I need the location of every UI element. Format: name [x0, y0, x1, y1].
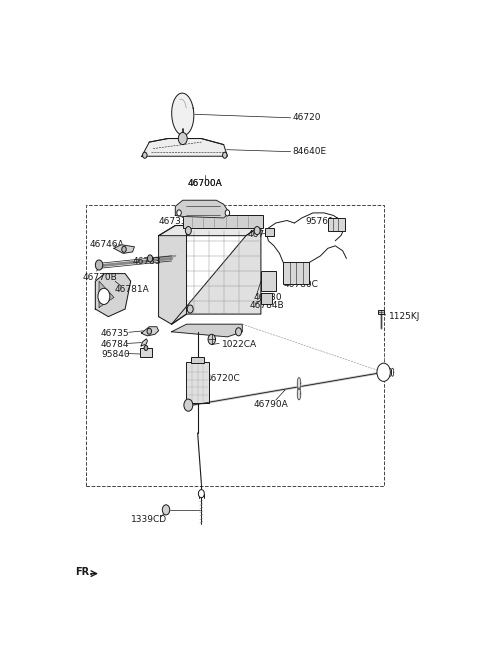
Polygon shape: [142, 139, 228, 156]
Circle shape: [223, 152, 227, 158]
Circle shape: [187, 305, 193, 313]
Polygon shape: [99, 281, 114, 307]
Polygon shape: [172, 93, 194, 135]
Bar: [191, 357, 204, 363]
Bar: [283, 263, 309, 284]
Polygon shape: [158, 225, 261, 236]
Circle shape: [225, 210, 229, 216]
Text: 46784B: 46784B: [250, 301, 284, 310]
Bar: [186, 362, 209, 403]
Text: 1022CA: 1022CA: [222, 340, 257, 349]
Text: 46770B: 46770B: [83, 273, 117, 282]
Polygon shape: [114, 245, 134, 254]
Circle shape: [254, 227, 260, 235]
Polygon shape: [172, 324, 242, 337]
Circle shape: [236, 328, 241, 336]
Circle shape: [177, 210, 181, 216]
Circle shape: [184, 399, 193, 411]
Text: A: A: [102, 294, 106, 300]
Text: 46746A: 46746A: [90, 240, 124, 249]
Polygon shape: [175, 200, 229, 218]
Polygon shape: [141, 327, 158, 336]
Text: 95761A: 95761A: [305, 217, 340, 226]
Text: FR.: FR.: [75, 567, 93, 577]
Text: 46780C: 46780C: [283, 280, 318, 288]
Text: 1125KJ: 1125KJ: [389, 312, 420, 321]
Bar: [261, 271, 276, 291]
Circle shape: [98, 288, 110, 304]
Bar: [264, 227, 274, 236]
Bar: [328, 218, 345, 231]
Text: 46720C: 46720C: [205, 374, 240, 383]
Circle shape: [185, 227, 192, 235]
Circle shape: [377, 363, 390, 381]
Polygon shape: [158, 225, 186, 324]
Polygon shape: [96, 273, 131, 317]
Polygon shape: [297, 388, 301, 400]
Text: 46720: 46720: [292, 113, 321, 122]
Text: 46730: 46730: [253, 293, 282, 302]
Text: 46784: 46784: [101, 340, 130, 349]
Text: 46700A: 46700A: [188, 179, 222, 188]
Text: A: A: [381, 368, 386, 376]
Bar: [378, 309, 384, 314]
Text: 46733G: 46733G: [158, 217, 194, 226]
Text: 46718: 46718: [248, 230, 276, 238]
Bar: [261, 293, 272, 304]
Polygon shape: [297, 378, 301, 390]
Text: 46700A: 46700A: [188, 179, 222, 188]
Circle shape: [143, 152, 147, 158]
Circle shape: [147, 255, 153, 262]
Text: 95840: 95840: [101, 350, 130, 359]
Text: 46781A: 46781A: [115, 284, 150, 294]
Bar: [183, 215, 263, 228]
Circle shape: [208, 334, 216, 344]
Circle shape: [122, 246, 126, 252]
Bar: [86, 206, 384, 486]
Text: 1339CD: 1339CD: [131, 516, 167, 524]
Circle shape: [162, 505, 170, 515]
Bar: [140, 348, 152, 357]
Polygon shape: [141, 339, 147, 346]
Circle shape: [96, 260, 103, 270]
Polygon shape: [172, 225, 261, 324]
Circle shape: [178, 133, 187, 145]
Circle shape: [198, 489, 204, 498]
Text: 46790A: 46790A: [253, 399, 288, 409]
Text: 46735: 46735: [101, 329, 130, 338]
Circle shape: [147, 328, 152, 334]
Text: 84640E: 84640E: [292, 147, 326, 156]
Circle shape: [144, 346, 148, 350]
Text: 46783: 46783: [132, 258, 161, 267]
